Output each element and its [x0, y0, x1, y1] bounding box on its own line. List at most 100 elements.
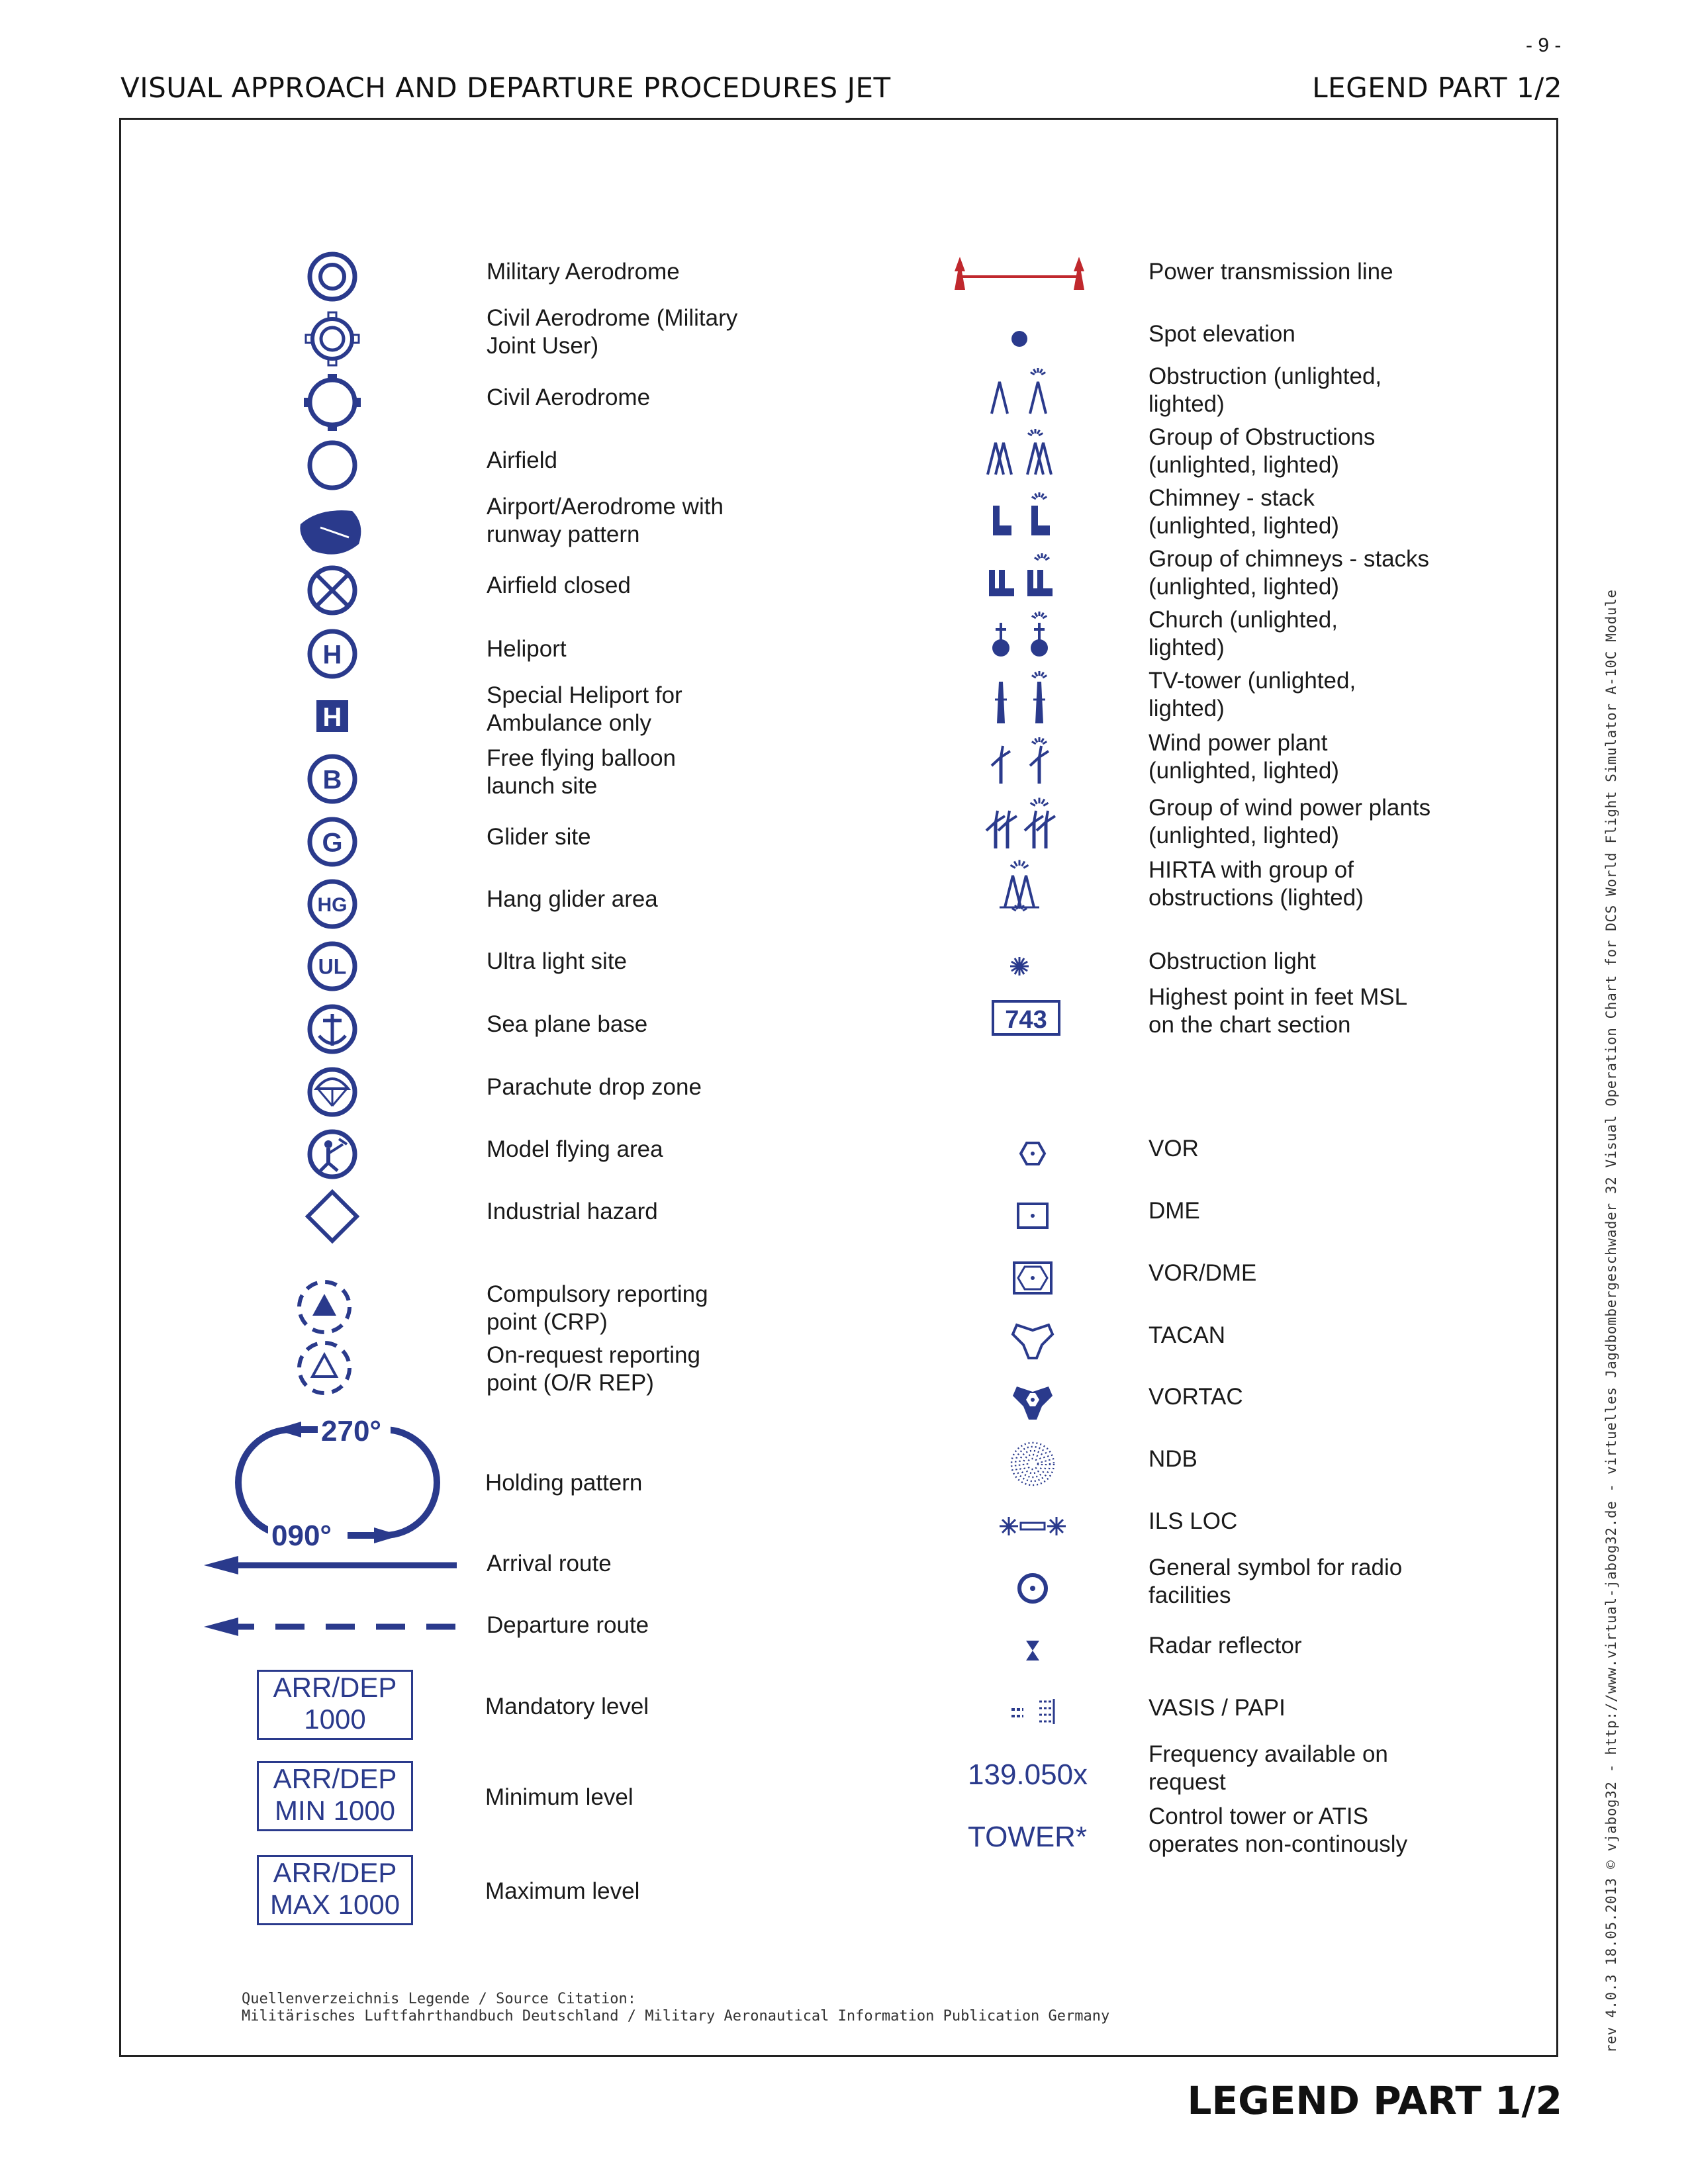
legend-label: Glider site [487, 824, 591, 850]
legend-label: VOR/DME [1149, 1260, 1257, 1286]
minimum-level-box: ARR/DEP MIN 1000 [257, 1761, 413, 1831]
obstruction-light-icon [947, 936, 1092, 996]
minimum-level-label: Minimum level [485, 1784, 633, 1810]
legend-label: Hang glider area [487, 886, 658, 912]
ils-loc-icon [960, 1496, 1105, 1556]
legend-label: Group of Obstructions (unlighted, lighted… [1149, 424, 1376, 478]
legend-label: Sea plane base [487, 1011, 648, 1037]
control-tower-atis-icon: TOWER* [960, 1807, 1105, 1867]
legend-label: Frequency available on request [1149, 1741, 1388, 1795]
legend-label: Church (unlighted, lighted) [1149, 607, 1338, 660]
svg-text:B: B [323, 765, 342, 794]
legend-label: Radar reflector [1149, 1633, 1302, 1659]
legend-label: TACAN [1149, 1322, 1226, 1348]
power-transmission-line-icon [947, 247, 1092, 306]
holding-pattern-icon: 270° 090° [212, 1410, 463, 1555]
legend-label: Airfield closed [487, 572, 631, 598]
legend-label: Chimney - stack (unlighted, lighted) [1149, 485, 1339, 539]
legend-label: ILS LOC [1149, 1508, 1238, 1534]
vasis-papi-icon [960, 1683, 1105, 1743]
hirta-icon [947, 860, 1092, 921]
heliport-icon: H [259, 624, 405, 684]
church-icon [947, 611, 1092, 670]
legend-label: Special Heliport for Ambulance only [487, 682, 682, 736]
legend-label: Spot elevation [1149, 321, 1295, 347]
tv-tower-icon [947, 671, 1092, 731]
arrival-route-icon [199, 1552, 463, 1578]
holding-heading-bottom: 090° [271, 1520, 332, 1552]
vor-dme-icon [960, 1248, 1105, 1308]
group-of-wind-power-plants-icon [947, 797, 1092, 858]
airfield-icon [259, 435, 405, 495]
airport-runway-pattern-icon [259, 498, 405, 557]
legend-label: Obstruction light [1149, 948, 1316, 974]
legend-label: VORTAC [1149, 1384, 1243, 1410]
spot-elevation-icon [947, 309, 1092, 369]
maximum-level-label: Maximum level [485, 1878, 640, 1904]
legend-label: Obstruction (unlighted, lighted) [1149, 363, 1382, 417]
legend-label: Wind power plant (unlighted, lighted) [1149, 730, 1339, 784]
frequency-on-request-icon: 139.050x [960, 1745, 1105, 1805]
legend-label: VOR [1149, 1136, 1199, 1161]
svg-text:UL: UL [318, 955, 347, 979]
legend-label: TV-tower (unlighted, lighted) [1149, 668, 1356, 721]
footer-title: LEGEND PART 1/2 [1187, 2078, 1562, 2123]
svg-text:H: H [323, 640, 342, 669]
legend-label: Control tower or ATIS operates non-contin… [1149, 1803, 1408, 1857]
ultra-light-site-icon: UL [259, 936, 405, 996]
legend-label: General symbol for radio facilities [1149, 1555, 1403, 1608]
legend-label: Heliport [487, 636, 567, 662]
reporting-label: On-request reporting point (O/R REP) [487, 1342, 700, 1396]
legend-label: Military Aerodrome [487, 259, 680, 285]
legend-label: Industrial hazard [487, 1199, 658, 1224]
chimney-stack-icon [947, 489, 1092, 549]
civil-aerodrome-icon [259, 373, 405, 432]
sea-plane-base-icon [259, 999, 405, 1059]
legend-label: NDB [1149, 1446, 1197, 1472]
dme-icon [960, 1186, 1105, 1246]
vortac-icon [960, 1372, 1105, 1432]
balloon-launch-site-icon: B [259, 749, 405, 809]
radar-reflector-icon [960, 1621, 1105, 1680]
civil-aerodrome-military-joint-user-icon [259, 309, 405, 369]
military-aerodrome-icon [259, 247, 405, 306]
mandatory-level-label: Mandatory level [485, 1694, 649, 1719]
section-title: LEGEND PART 1/2 [1312, 71, 1562, 104]
document-title: VISUAL APPROACH AND DEPARTURE PROCEDURES… [120, 71, 891, 104]
legend-label: Civil Aerodrome [487, 385, 651, 410]
mandatory-level-box: ARR/DEP 1000 [257, 1670, 413, 1740]
industrial-hazard-icon [259, 1187, 405, 1246]
legend-label: VASIS / PAPI [1149, 1695, 1286, 1721]
side-note: rev 4.0.3 18.05.2013 © vjabog32 - http:/… [1603, 589, 1619, 2053]
svg-text:G: G [322, 828, 342, 857]
radio-facility-icon [960, 1559, 1105, 1618]
frequency-text: 139.050x [968, 1758, 1088, 1791]
departure-route-label: Departure route [487, 1612, 649, 1638]
airfield-closed-icon [259, 561, 405, 620]
group-of-obstructions-icon [947, 428, 1092, 488]
model-flying-area-icon [259, 1124, 405, 1184]
tacan-icon [960, 1310, 1105, 1370]
holding-heading-top: 270° [321, 1415, 382, 1447]
holding-pattern-label: Holding pattern [485, 1470, 643, 1496]
legend-label: Group of wind power plants (unlighted, li… [1149, 795, 1431, 848]
group-of-chimneys-icon [947, 550, 1092, 610]
hang-glider-area-icon: HG [259, 874, 405, 934]
maximum-level-box: ARR/DEP MAX 1000 [257, 1855, 413, 1925]
legend-label: Power transmission line [1149, 259, 1393, 285]
special-heliport-icon: H [259, 686, 405, 746]
parachute-drop-zone-icon [259, 1062, 405, 1122]
legend-label: Free flying balloon launch site [487, 745, 676, 799]
on-request-reporting-point-icon [252, 1338, 397, 1398]
ndb-icon [960, 1434, 1105, 1494]
legend-label: Airport/Aerodrome with runway pattern [487, 494, 724, 547]
svg-text:743: 743 [1005, 1006, 1047, 1034]
svg-text:H: H [323, 703, 342, 732]
obstruction-icon [947, 367, 1092, 427]
highest-point-icon: 743 [947, 988, 1092, 1048]
wind-power-plant-icon [947, 734, 1092, 794]
legend-label: Model flying area [487, 1136, 663, 1162]
glider-site-icon: G [259, 812, 405, 872]
legend-label: Civil Aerodrome (Military Joint User) [487, 305, 738, 359]
legend-label: Highest point in feet MSL on the chart se… [1149, 984, 1408, 1038]
